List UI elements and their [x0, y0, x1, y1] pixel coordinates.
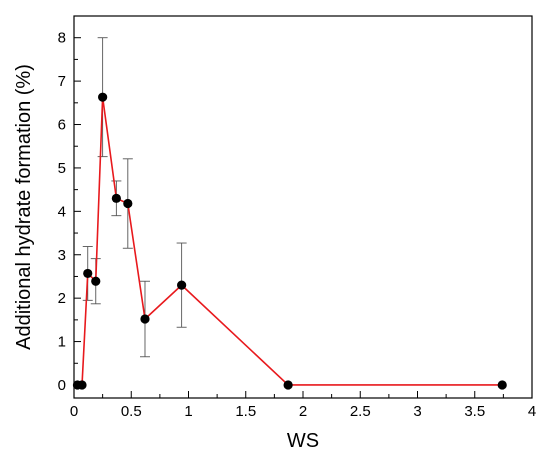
data-point [77, 380, 87, 390]
x-tick-label: 3.5 [464, 403, 485, 420]
plot-frame [73, 15, 533, 399]
data-point [497, 380, 507, 390]
y-tick-label: 4 [58, 203, 66, 220]
x-tick-label: 0.5 [121, 403, 142, 420]
data-point [83, 268, 93, 279]
y-axis-title: Additional hydrate formation (%) [13, 64, 35, 350]
data-point [140, 314, 150, 324]
y-tick-label: 0 [58, 377, 66, 394]
data-point [177, 280, 187, 290]
data-markers [72, 92, 507, 390]
data-point [98, 92, 108, 102]
y-tick-label: 2 [58, 290, 66, 307]
x-tick-label: 1.5 [235, 403, 256, 420]
x-tick-label: 2.5 [350, 403, 371, 420]
y-tick-label: 8 [58, 30, 66, 47]
data-point [283, 380, 293, 390]
y-tick-labels: 0 1 2 3 4 5 6 7 8 [58, 30, 66, 394]
data-point [111, 193, 121, 203]
y-tick-label: 6 [58, 117, 66, 134]
x-axis-title: WS [287, 430, 319, 452]
y-tick-label: 1 [58, 334, 66, 351]
x-tick-label: 1 [184, 403, 192, 420]
x-tick-label: 0 [70, 403, 78, 420]
x-tick-labels: 0 0.5 1 1.5 2 2.5 3 3.5 4 [70, 403, 536, 420]
data-point [91, 276, 101, 286]
y-tick-label: 3 [58, 247, 66, 264]
x-tick-label: 3 [413, 403, 421, 420]
axis-ticks [73, 37, 533, 398]
series-line [77, 97, 503, 386]
data-point [123, 198, 133, 209]
x-tick-label: 2 [299, 403, 307, 420]
x-tick-label: 4 [528, 403, 536, 420]
y-tick-label: 5 [58, 160, 66, 177]
y-tick-label: 7 [58, 73, 66, 90]
